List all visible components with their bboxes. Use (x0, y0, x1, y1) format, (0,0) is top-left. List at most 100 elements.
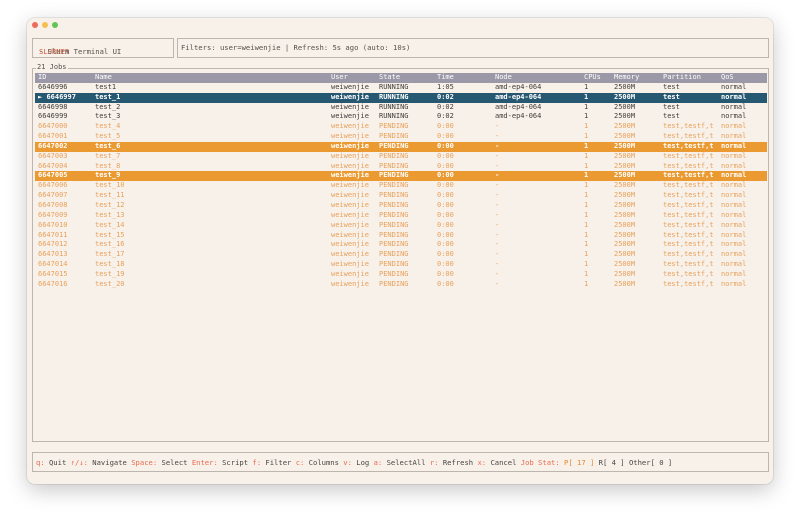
cell-name: test_15 (95, 230, 125, 239)
cell-user: weiwenjie (331, 220, 369, 229)
table-row[interactable]: 6647007 test_11 weiwenjie PENDING 0:00 - 1 2500… (35, 191, 767, 201)
table-row[interactable]: 6647006 test_10 weiwenjie PENDING 0:00 - 1 2500… (35, 181, 767, 191)
cell-time: 0:00 (437, 279, 454, 288)
column-header-name[interactable]: Name (95, 73, 331, 83)
cell-id: 6647009 (35, 211, 95, 221)
cell-memory: 2500M (614, 210, 636, 219)
column-header-memory[interactable]: Memory (614, 73, 663, 83)
table-header-row: ID Name User State Time Node CPUs Memory Partiti… (35, 73, 767, 83)
app-subtitle: - Slurm Terminal UI (39, 47, 122, 56)
refresh-key[interactable]: r: (429, 458, 439, 467)
cell-state: PENDING (379, 122, 409, 131)
close-window-icon[interactable] (32, 22, 38, 28)
table-row[interactable]: 6647016 test_20 weiwenjie PENDING 0:00 - 1 2500… (35, 280, 767, 290)
cell-name: test_14 (95, 220, 125, 229)
column-header-node[interactable]: Node (495, 73, 584, 83)
job-id: 6646999 (38, 112, 68, 121)
select-label: Select (157, 458, 192, 467)
cell-qos: normal (721, 171, 767, 182)
terminal-window: SLURMER - Slurm Terminal UI Filters: use… (27, 18, 773, 484)
cancel-key[interactable]: x: (477, 458, 487, 467)
column-header-id[interactable]: ID (35, 73, 95, 83)
cell-time: 0:00 (437, 132, 454, 141)
table-row[interactable]: 6647004 test_8 weiwenjie PENDING 0:00 - 1 2500M… (35, 162, 767, 172)
cell-qos: normal (721, 122, 747, 131)
table-row[interactable]: 6647001 test_5 weiwenjie PENDING 0:00 - 1 2500M… (35, 132, 767, 142)
cell-state: PENDING (379, 260, 409, 269)
cell-cpus: 1 (584, 171, 614, 182)
column-header-user[interactable]: User (331, 73, 379, 83)
cell-partition: test,testf,t (663, 161, 714, 170)
app-title-panel: SLURMER - Slurm Terminal UI (32, 38, 174, 58)
cell-qos: normal (721, 92, 767, 103)
script-key[interactable]: Enter: (191, 458, 218, 467)
table-row[interactable]: 6647012 test_16 weiwenjie PENDING 0:00 - 1 2500… (35, 240, 767, 250)
cell-state: PENDING (379, 181, 409, 190)
column-header-cpus[interactable]: CPUs (584, 73, 614, 83)
cell-qos: normal (721, 230, 747, 239)
cell-node: - (495, 230, 500, 239)
columns-label: Columns (304, 458, 344, 467)
table-row[interactable]: 6647014 test_18 weiwenjie PENDING 0:00 - 1 2500… (35, 260, 767, 270)
quit-key[interactable]: q: (36, 458, 45, 467)
cell-time: 0:02 (437, 112, 454, 121)
table-row[interactable]: 6646999 test_3 weiwenjie RUNNING 0:02 amd-ep4… (35, 112, 767, 122)
cell-state: PENDING (379, 220, 409, 229)
table-row[interactable]: 6646998 test_2 weiwenjie RUNNING 0:02 amd-ep4… (35, 103, 767, 113)
cell-state: PENDING (379, 151, 409, 160)
table-row[interactable]: 6647005 test_9 weiwenjie PENDING 0:00-1 2500M… (35, 171, 767, 182)
cell-memory: 2500M (614, 181, 636, 190)
job-id: 6647011 (38, 230, 68, 239)
table-row[interactable]: 6647013 test_17 weiwenjie PENDING 0:00 - 1 2500… (35, 250, 767, 260)
column-header-qos[interactable]: QoS (721, 73, 767, 83)
cell-partition: test,testf,t (663, 200, 714, 209)
cell-user: weiwenjie (331, 161, 369, 170)
cell-node: - (495, 200, 500, 209)
cell-state: RUNNING (379, 112, 409, 121)
table-row[interactable]: 6647002 test_6 weiwenjie PENDING 0:00-1 2500M… (35, 141, 767, 152)
zoom-window-icon[interactable] (52, 22, 58, 28)
cell-cpus: 1 (584, 151, 589, 160)
log-key[interactable]: v: (343, 458, 352, 467)
cell-id: 6646999 (35, 112, 95, 122)
cell-node: - (495, 181, 500, 190)
table-row[interactable]: 6646996 test1 weiwenjie RUNNING 1:05 amd-ep4-… (35, 83, 767, 93)
column-header-time[interactable]: Time (437, 73, 495, 83)
jobs-table: ID Name User State Time Node CPUs Memory Partiti… (35, 73, 767, 290)
table-row[interactable]: 6647003 test_7 weiwenjie PENDING 0:00 - 1 2500M… (35, 152, 767, 162)
cell-memory: 2500M (614, 112, 636, 121)
cell-state: RUNNING (379, 82, 409, 91)
cell-partition: test,testf,t (663, 210, 714, 219)
cell-partition: test,testf,t (663, 191, 714, 200)
select-all-key[interactable]: a: (373, 458, 383, 467)
cell-id: 6647008 (35, 201, 95, 211)
navigate-key[interactable]: ↑/↓: (70, 458, 88, 467)
filter-key[interactable]: f: (252, 458, 262, 467)
column-header-partition[interactable]: Partition (663, 73, 721, 83)
table-row[interactable]: 6647010 test_14 weiwenjie PENDING 0:00 - 1 2500… (35, 221, 767, 231)
cell-time: 0:00 (437, 181, 454, 190)
table-row[interactable]: 6647011 test_15 weiwenjie PENDING 0:00 - 1 2500… (35, 231, 767, 241)
table-row[interactable]: ► 6646997 test_1 weiwenjie RUNNING 0:02 amd-e… (35, 92, 767, 103)
cell-id: 6647002 (35, 141, 95, 152)
cell-state: PENDING (379, 161, 409, 170)
cell-cpus: 1 (584, 191, 589, 200)
cell-cpus: 1 (584, 250, 589, 259)
column-header-state[interactable]: State (379, 73, 437, 83)
cell-user: weiwenjie (331, 279, 369, 288)
cell-qos: normal (721, 279, 747, 288)
cell-time: 0:00 (437, 191, 454, 200)
cell-cpus: 1 (584, 112, 589, 121)
cell-id: 6647013 (35, 250, 95, 260)
select-key[interactable]: Space: (131, 458, 158, 467)
minimize-window-icon[interactable] (42, 22, 48, 28)
cell-node: - (495, 141, 584, 152)
cell-partition: test,testf,t (663, 122, 714, 131)
table-row[interactable]: 6647008 test_12 weiwenjie PENDING 0:00 - 1 2500… (35, 201, 767, 211)
table-row[interactable]: 6647015 test_19 weiwenjie PENDING 0:00 - 1 2500… (35, 270, 767, 280)
table-row[interactable]: 6647009 test_13 weiwenjie PENDING 0:00 - 1 2500… (35, 211, 767, 221)
columns-key[interactable]: c: (295, 458, 305, 467)
script-label: Script (217, 458, 253, 467)
keybindings-line: q: Quit ↑/↓: Navigate Space: Select Ente… (36, 458, 672, 467)
table-row[interactable]: 6647000 test_4 weiwenjie PENDING 0:00 - 1 2500M… (35, 122, 767, 132)
